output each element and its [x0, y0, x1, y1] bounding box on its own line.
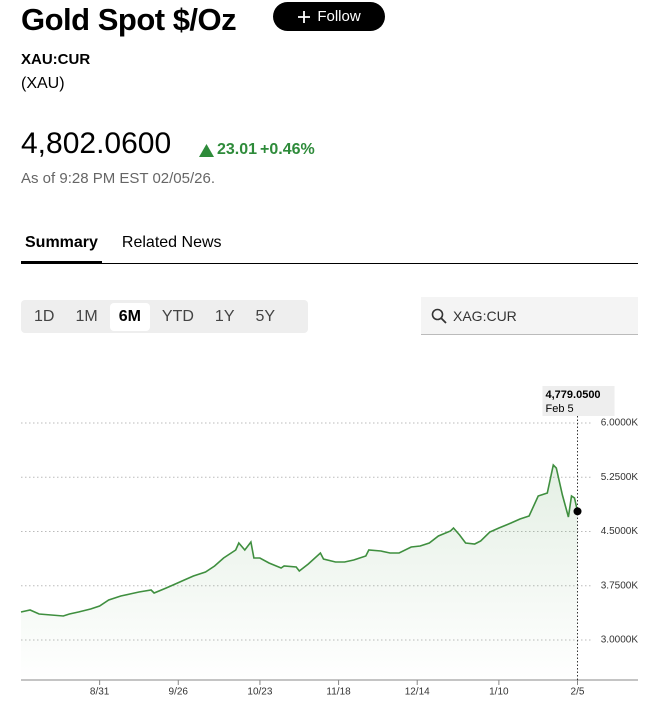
x-tick-label: 9/26	[169, 687, 189, 698]
y-tick-label: 6.0000K	[601, 418, 639, 429]
tab[interactable]: Related News	[121, 234, 222, 251]
y-tick-label: 3.0000K	[601, 635, 639, 646]
search-box[interactable]: XAG:CUR	[421, 297, 638, 335]
tabs: Summary Related News	[21, 234, 242, 264]
up-arrow	[199, 143, 214, 157]
change-value: 23.01	[217, 141, 258, 158]
y-tick-label: 4.5000K	[601, 526, 639, 537]
y-tick-label: 5.2500K	[601, 472, 639, 483]
timestamp: As of 9:28 PM EST 02/05/26.	[21, 170, 216, 187]
follow-label: Follow	[317, 8, 361, 25]
x-tick-label: 10/23	[247, 687, 272, 698]
tooltip-value: 4,779.0500	[546, 389, 601, 401]
tooltip-dot	[573, 507, 582, 516]
change: 23.01 +0.46%	[199, 141, 315, 159]
change-percent: +0.46%	[260, 141, 315, 158]
x-tick-label: 12/14	[405, 687, 430, 698]
range-button[interactable]: 1Y	[214, 307, 235, 325]
tooltip-box	[542, 386, 615, 416]
range-selector: 1D 1M 6M YTD 1Y 5Y	[21, 300, 308, 333]
tab[interactable]: Summary	[21, 234, 102, 264]
price: 4,802.0600	[21, 127, 172, 160]
range-button[interactable]: 1M	[75, 307, 98, 325]
tab-rule	[21, 263, 638, 264]
search-icon	[431, 308, 447, 324]
range-button[interactable]: 1D	[34, 307, 55, 325]
x-tick-label: 11/18	[326, 687, 351, 698]
area	[21, 465, 578, 680]
code: (XAU)	[21, 75, 65, 92]
follow-button[interactable]: Follow	[273, 2, 385, 31]
x-tick-label: 8/31	[90, 687, 110, 698]
range-button[interactable]: YTD	[161, 307, 194, 325]
page-title: Gold Spot $/Oz	[21, 2, 237, 37]
y-tick-label: 3.7500K	[601, 580, 639, 591]
search-text: XAG:CUR	[453, 307, 517, 324]
tooltip-date: Feb 5	[546, 403, 574, 415]
plus-icon	[298, 10, 311, 23]
ticker: XAU:CUR	[21, 51, 91, 68]
price-line	[20, 463, 579, 617]
range-button[interactable]: 5Y	[255, 307, 276, 325]
range-button[interactable]: 6M	[109, 302, 150, 331]
x-tick-label: 2/5	[571, 687, 585, 698]
x-tick-label: 1/10	[489, 687, 509, 698]
